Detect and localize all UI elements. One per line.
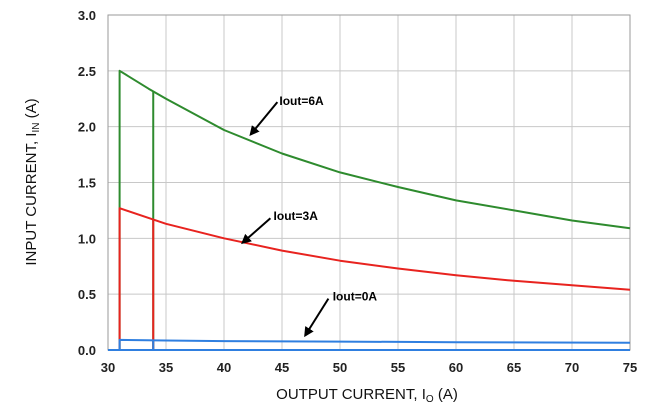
annotation-arrow xyxy=(249,101,279,137)
x-tick-label: 70 xyxy=(565,360,579,375)
annotation-label: Iout=3A xyxy=(274,209,319,223)
annotation-label: Iout=6A xyxy=(279,94,324,108)
x-tick-label: 50 xyxy=(333,360,347,375)
annotation-arrow xyxy=(241,217,272,245)
y-tick-label: 3.0 xyxy=(78,8,96,23)
y-tick-label: 0.0 xyxy=(78,343,96,358)
y-tick-label: 1.0 xyxy=(78,231,96,246)
x-tick-label: 60 xyxy=(449,360,463,375)
series-line-1 xyxy=(118,69,631,350)
x-tick-label: 75 xyxy=(623,360,637,375)
y-tick-label: 2.5 xyxy=(78,64,96,79)
series-line-3 xyxy=(118,338,631,350)
y-axis-title: INPUT CURRENT, IIN (A) xyxy=(23,98,42,265)
x-tick-label: 35 xyxy=(159,360,173,375)
tick-labels: 30 35 40 45 50 55 60 65 70 75 0.0 0.5 1.0 1.5 2.0 2.5 3.… xyxy=(78,8,637,375)
y-tick-label: 1.5 xyxy=(78,176,96,191)
annotation-label: Iout=0A xyxy=(333,289,378,303)
x-tick-label: 45 xyxy=(275,360,289,375)
y-tick-label: 0.5 xyxy=(78,287,96,302)
annotation-arrow xyxy=(304,298,330,338)
x-axis-title: OUTPUT CURRENT, IO (A) xyxy=(276,386,458,405)
series-line-2 xyxy=(118,207,631,350)
x-tick-label: 55 xyxy=(391,360,405,375)
annotations: Iout=6A Iout=3A Iout=0A xyxy=(241,94,378,338)
x-tick-label: 65 xyxy=(507,360,521,375)
x-tick-label: 30 xyxy=(101,360,115,375)
y-tick-label: 2.0 xyxy=(78,120,96,135)
series-group xyxy=(108,69,631,351)
x-tick-label: 40 xyxy=(217,360,231,375)
